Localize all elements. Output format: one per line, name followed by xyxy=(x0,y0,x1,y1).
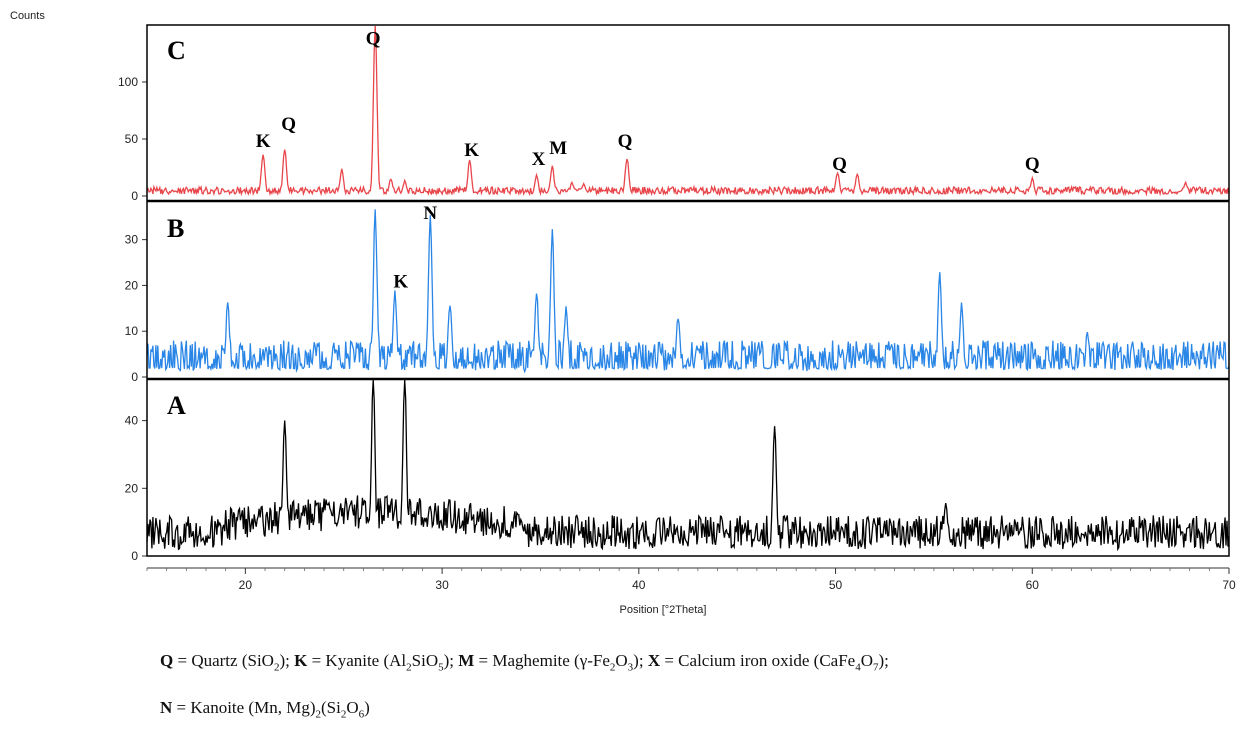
plot-frame xyxy=(146,24,1230,557)
peak-label-B-1: K xyxy=(393,272,408,293)
peak-label-C-2: Q xyxy=(366,28,381,49)
series-B-line xyxy=(146,209,1230,374)
x-tick-label-70: 70 xyxy=(1222,578,1236,592)
y-tick-label-B-0: 0 xyxy=(131,370,138,384)
x-tick-label-20: 20 xyxy=(239,578,253,592)
legend-line-1: Q = Quartz (SiO2); K = Kyanite (Al2SiO5)… xyxy=(160,651,1220,673)
legend-entry-X: X = Calcium iron oxide (CaFe4O7); xyxy=(647,651,889,674)
y-tick-label-A-40: 40 xyxy=(125,414,139,428)
peak-label-C-0: K xyxy=(256,131,271,152)
x-tick-label-60: 60 xyxy=(1026,578,1040,592)
panel-B: 0 10 20 30 B N K xyxy=(125,203,1230,384)
panel-label-A: A xyxy=(167,391,186,420)
legend-entry-M: M = Maghemite (γ-Fe2O3); xyxy=(458,651,648,674)
x-axis-title: Position [°2Theta] xyxy=(620,604,707,616)
y-tick-label-B-20: 20 xyxy=(125,278,139,292)
x-tick-label-50: 50 xyxy=(829,578,843,592)
y-tick-label-A-0: 0 xyxy=(131,549,138,563)
legend-line-2: N = Kanoite (Mn, Mg)2(Si2O6) xyxy=(160,698,1220,720)
peak-label-B-0: N xyxy=(423,203,437,224)
y-tick-label-A-20: 20 xyxy=(125,481,139,495)
y-tick-label-B-10: 10 xyxy=(125,324,139,338)
peak-label-C-3: K xyxy=(464,140,479,161)
peak-label-C-7: Q xyxy=(832,154,847,175)
y-tick-label-C-100: 100 xyxy=(118,75,138,89)
peak-label-C-5: M xyxy=(549,138,567,159)
y-tick-label-C-0: 0 xyxy=(131,189,138,203)
peak-label-C-1: Q xyxy=(281,114,296,135)
legend-entry-N: N = Kanoite (Mn, Mg)2(Si2O6) xyxy=(160,698,370,721)
series-A-line xyxy=(146,379,1230,552)
peak-label-C-8: Q xyxy=(1025,154,1040,175)
y-tick-label-C-50: 50 xyxy=(125,132,139,146)
peak-label-C-4: X xyxy=(532,149,546,170)
series-C-line xyxy=(146,25,1230,197)
y-axis-title: Counts xyxy=(10,10,45,22)
panel-A: 0 20 40 A xyxy=(125,379,1230,563)
legend-entry-K: K = Kyanite (Al2SiO5); xyxy=(294,651,459,674)
legend-entry-Q: Q = Quartz (SiO2); xyxy=(160,651,295,674)
panel-label-C: C xyxy=(167,36,186,65)
panel-label-B: B xyxy=(167,214,184,243)
x-tick-label-40: 40 xyxy=(632,578,646,592)
y-tick-label-B-30: 30 xyxy=(125,233,139,247)
peak-label-C-6: Q xyxy=(618,131,633,152)
x-tick-label-30: 30 xyxy=(435,578,449,592)
